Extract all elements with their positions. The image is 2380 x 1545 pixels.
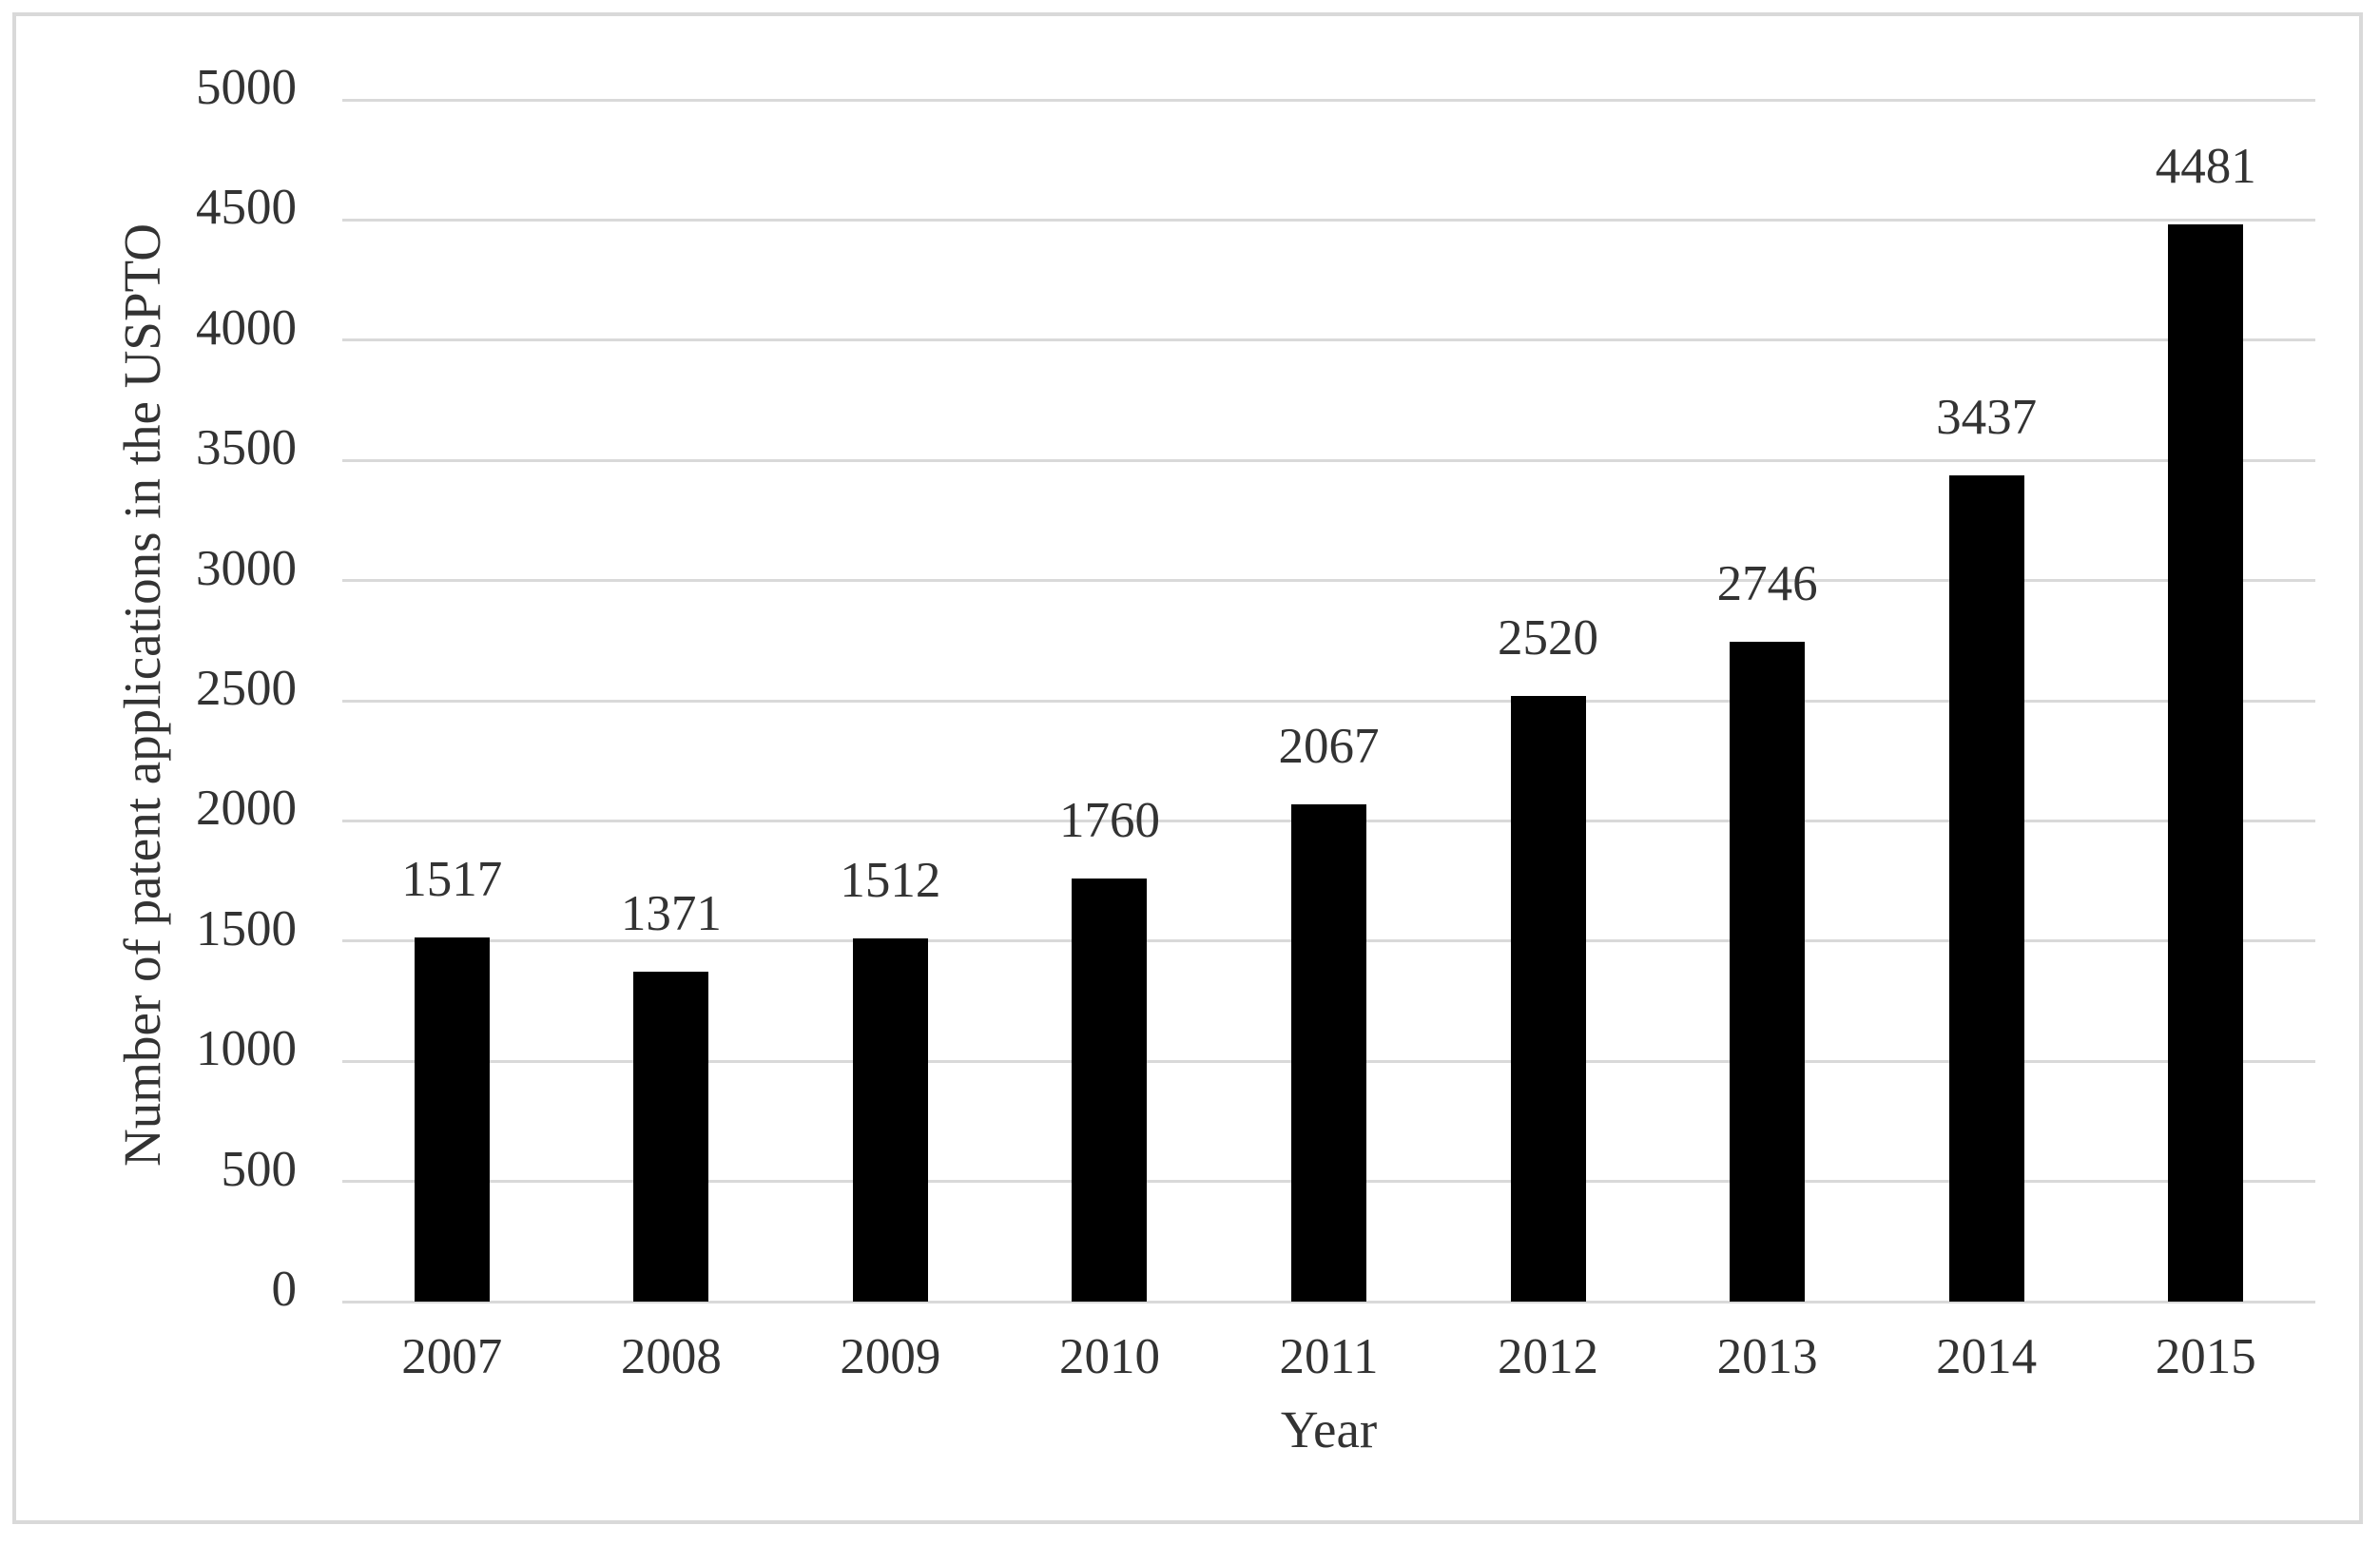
bar-value-label: 2746 bbox=[1716, 555, 1818, 611]
y-tick-label: 3500 bbox=[196, 420, 297, 476]
gridline bbox=[342, 579, 2315, 583]
y-tick-label: 1500 bbox=[196, 900, 297, 956]
bar-value-label: 2067 bbox=[1278, 719, 1380, 775]
bar-2008 bbox=[633, 972, 709, 1302]
y-tick-label: 5000 bbox=[196, 60, 297, 115]
gridline bbox=[342, 1300, 2315, 1304]
bar-value-label: 1512 bbox=[840, 852, 941, 908]
x-tick-label: 2009 bbox=[840, 1329, 941, 1384]
x-tick-label: 2015 bbox=[2155, 1329, 2256, 1384]
plot-area bbox=[342, 98, 2315, 1304]
gridline bbox=[342, 218, 2315, 222]
y-tick-label: 3000 bbox=[196, 540, 297, 596]
chart-border: 0 500 1000 1500 2000 2500 3000 3500 4000 4500 5000… bbox=[12, 12, 2363, 1524]
x-tick-label: 2010 bbox=[1058, 1329, 1160, 1384]
bar-value-label: 1371 bbox=[620, 886, 722, 942]
y-tick-label: 500 bbox=[221, 1141, 298, 1197]
bar-value-label: 4481 bbox=[2155, 139, 2256, 195]
y-tick-label: 0 bbox=[271, 1262, 298, 1317]
x-tick-label: 2008 bbox=[620, 1329, 722, 1384]
y-tick-label: 2500 bbox=[196, 661, 297, 716]
gridline bbox=[342, 699, 2315, 703]
gridline bbox=[342, 98, 2315, 102]
bar-value-label: 2520 bbox=[1498, 609, 1599, 666]
y-tick-label: 4000 bbox=[196, 299, 297, 356]
y-axis-title: Number of patent applications in the USP… bbox=[113, 223, 171, 1167]
x-tick-label: 2011 bbox=[1279, 1329, 1379, 1384]
x-tick-label: 2012 bbox=[1498, 1329, 1599, 1384]
bar-2013 bbox=[1730, 641, 1806, 1302]
bar-value-label: 1760 bbox=[1058, 793, 1160, 849]
y-tick-label: 2000 bbox=[196, 781, 297, 837]
bar-2009 bbox=[852, 937, 928, 1302]
bar-2012 bbox=[1510, 695, 1586, 1302]
bar-value-label: 3437 bbox=[1936, 390, 2038, 446]
gridline bbox=[342, 338, 2315, 342]
gridline bbox=[342, 458, 2315, 462]
bar-value-label: 1517 bbox=[401, 851, 503, 907]
x-tick-label: 2013 bbox=[1716, 1329, 1818, 1384]
y-tick-label: 1000 bbox=[196, 1021, 297, 1077]
bar-2011 bbox=[1291, 804, 1366, 1302]
x-tick-label: 2014 bbox=[1936, 1329, 2038, 1384]
y-tick-label: 4500 bbox=[196, 180, 297, 236]
bar-2010 bbox=[1072, 879, 1148, 1302]
bar-2015 bbox=[2168, 224, 2244, 1302]
bar-2007 bbox=[414, 937, 490, 1302]
x-tick-label: 2007 bbox=[401, 1329, 503, 1384]
bar-2014 bbox=[1948, 475, 2024, 1302]
x-axis-title: Year bbox=[1280, 1400, 1378, 1458]
